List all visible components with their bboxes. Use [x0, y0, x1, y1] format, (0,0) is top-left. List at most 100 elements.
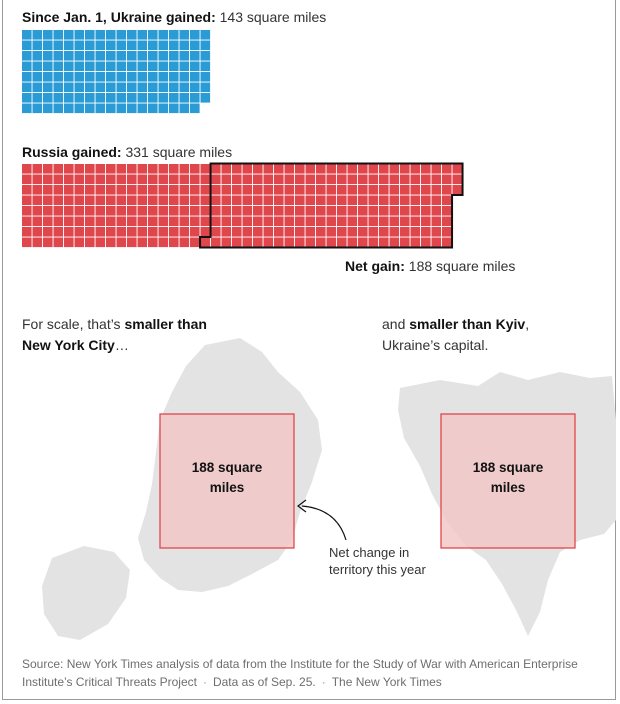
- russia-square: [400, 227, 410, 237]
- russia-square: [242, 206, 253, 216]
- ukraine-square: [137, 72, 148, 82]
- russia-square: [379, 174, 389, 185]
- ukraine-square: [158, 30, 169, 40]
- ukraine-square: [127, 72, 137, 82]
- russia-square: [274, 237, 284, 248]
- ukraine-square: [43, 93, 53, 103]
- russia-square: [116, 174, 127, 185]
- russia-square: [74, 227, 85, 237]
- russia-square: [326, 206, 337, 216]
- russia-square: [106, 195, 116, 206]
- ukraine-value: 143 square miles: [219, 9, 327, 25]
- nyc-comparison-text: For scale, that’s smaller than New York …: [22, 316, 207, 353]
- russia-square: [452, 164, 463, 174]
- russia-square: [253, 237, 263, 248]
- russia-square: [410, 185, 421, 195]
- ukraine-square: [116, 82, 127, 93]
- russia-square: [400, 216, 410, 227]
- russia-square: [431, 216, 442, 227]
- ukraine-square: [32, 93, 43, 103]
- russia-square: [368, 216, 379, 227]
- russia-square: [43, 206, 53, 216]
- ukraine-square: [64, 51, 74, 61]
- russia-square: [263, 164, 274, 174]
- ukraine-square: [179, 30, 190, 40]
- russia-square: [211, 174, 221, 185]
- credit: The New York Times: [331, 675, 442, 689]
- russia-square: [190, 185, 200, 195]
- russia-square: [442, 195, 452, 206]
- russia-square: [358, 216, 368, 227]
- ukraine-square: [106, 103, 116, 114]
- russia-square: [116, 195, 127, 206]
- russia-square: [358, 195, 368, 206]
- russia-square: [421, 195, 431, 206]
- russia-square: [158, 237, 169, 248]
- russia-square: [389, 164, 400, 174]
- russia-square: [295, 216, 305, 227]
- russia-square: [106, 206, 116, 216]
- kyiv-box-label: 188 square miles: [473, 460, 544, 495]
- ukraine-square: [85, 82, 95, 93]
- ukraine-square: [169, 103, 179, 114]
- russia-square: [368, 206, 379, 216]
- russia-square: [43, 164, 53, 174]
- russia-square: [200, 216, 211, 227]
- russia-square: [179, 164, 190, 174]
- ukraine-square: [95, 103, 106, 114]
- russia-square: [106, 237, 116, 248]
- russia-square: [137, 206, 148, 216]
- russia-square: [85, 206, 95, 216]
- russia-square: [221, 174, 232, 185]
- ukraine-square: [179, 51, 190, 61]
- russia-square: [305, 227, 316, 237]
- ukraine-square: [127, 82, 137, 93]
- ukraine-square: [158, 72, 169, 82]
- ukraine-square: [179, 93, 190, 103]
- russia-square: [358, 164, 368, 174]
- russia-square: [410, 164, 421, 174]
- russia-square: [179, 195, 190, 206]
- russia-square: [137, 227, 148, 237]
- ukraine-square: [53, 93, 64, 103]
- russia-square: [253, 164, 263, 174]
- russia-square: [169, 164, 179, 174]
- russia-square: [316, 237, 326, 248]
- russia-square: [127, 164, 137, 174]
- russia-square: [64, 185, 74, 195]
- russia-square: [22, 227, 32, 237]
- russia-square: [389, 216, 400, 227]
- ukraine-square: [43, 51, 53, 61]
- ukraine-square: [106, 51, 116, 61]
- russia-square: [137, 174, 148, 185]
- russia-square: [74, 185, 85, 195]
- ukraine-square: [22, 51, 32, 61]
- russia-square: [263, 195, 274, 206]
- ukraine-square: [53, 82, 64, 93]
- ukraine-square: [64, 82, 74, 93]
- russia-square: [379, 216, 389, 227]
- ukraine-square: [64, 61, 74, 72]
- russia-square: [221, 195, 232, 206]
- russia-square: [116, 206, 127, 216]
- russia-square: [295, 185, 305, 195]
- russia-square: [410, 237, 421, 248]
- ukraine-square: [53, 61, 64, 72]
- russia-square: [43, 216, 53, 227]
- russia-square: [358, 174, 368, 185]
- russia-square: [148, 227, 158, 237]
- russia-square: [127, 237, 137, 248]
- russia-square: [179, 185, 190, 195]
- ukraine-square: [43, 72, 53, 82]
- russia-square: [74, 195, 85, 206]
- russia-square: [442, 227, 452, 237]
- ukraine-square: [53, 103, 64, 114]
- ukraine-square: [190, 51, 200, 61]
- russia-square: [116, 185, 127, 195]
- ukraine-square: [22, 93, 32, 103]
- ukraine-square: [158, 93, 169, 103]
- russia-square: [221, 164, 232, 174]
- russia-square: [442, 174, 452, 185]
- russia-square: [284, 206, 295, 216]
